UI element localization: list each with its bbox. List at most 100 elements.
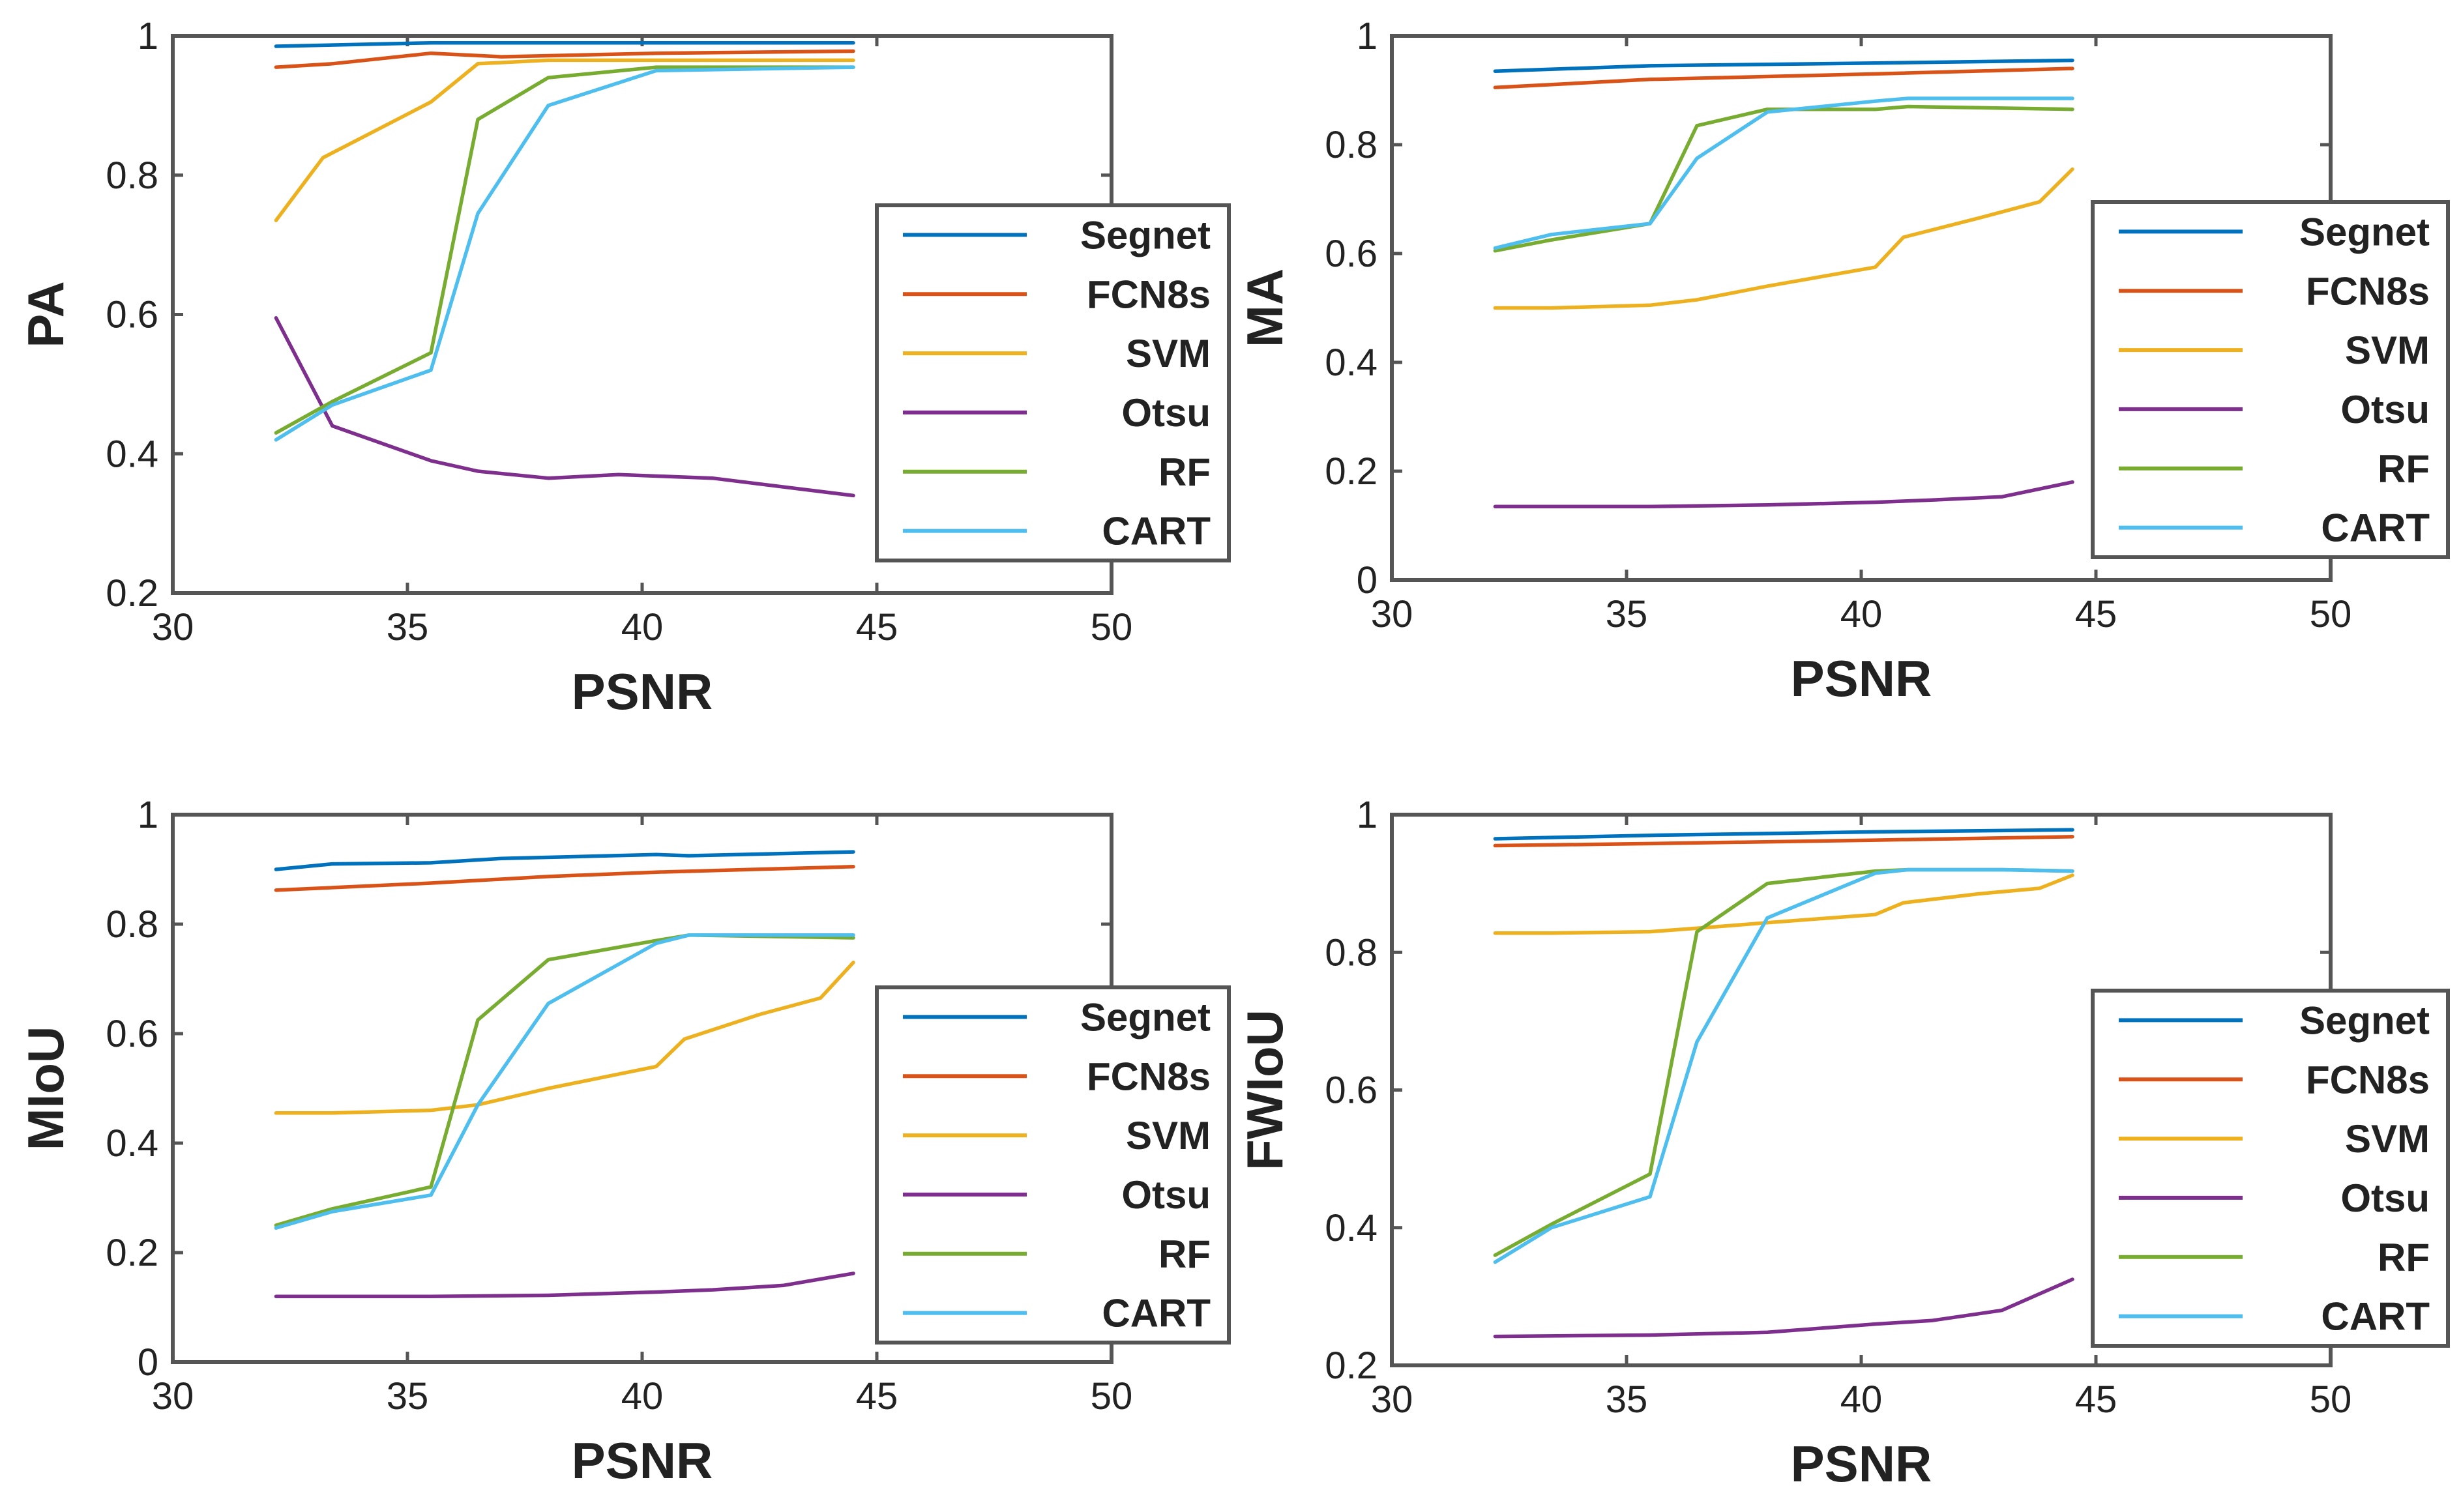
series-line-rf <box>1493 104 2074 253</box>
legend-label-cart: CART <box>1102 1292 1211 1335</box>
x-tick-label: 30 <box>152 1375 194 1418</box>
y-tick-label: 0 <box>1357 559 1378 602</box>
x-tick-label: 35 <box>387 1375 429 1418</box>
y-tick-label: 0.4 <box>1325 1207 1378 1249</box>
x-tick-label: 35 <box>1606 1378 1648 1421</box>
legend: Segnet FCN8s SVM Otsu RF CART <box>2091 200 2450 559</box>
x-tick-label: 40 <box>1840 1378 1883 1421</box>
y-axis-label: MIoU <box>17 1026 74 1151</box>
series-line-rf <box>274 933 855 1227</box>
series-line-svm <box>1493 167 2074 310</box>
x-tick-label: 45 <box>856 606 898 648</box>
series-line-fcn8s <box>274 865 855 892</box>
x-tick-label: 50 <box>1091 606 1133 648</box>
legend-label-fcn8s: FCN8s <box>2306 1058 2430 1101</box>
series-line-svm <box>274 961 855 1115</box>
x-tick-label: 30 <box>1371 593 1413 635</box>
y-tick-label: 0.8 <box>106 903 158 946</box>
y-axis-label: MA <box>1236 269 1293 347</box>
legend-label-svm: SVM <box>1126 1114 1211 1157</box>
x-tick-label: 50 <box>2310 1378 2352 1421</box>
series-line-segnet <box>1493 58 2074 74</box>
legend-box <box>875 203 1231 562</box>
legend-label-rf: RF <box>1158 450 1211 494</box>
series-line-segnet <box>1493 828 2074 841</box>
series-line-cart <box>274 933 855 1230</box>
legend-label-fcn8s: FCN8s <box>1087 1054 1211 1098</box>
legend-label-rf: RF <box>2378 1236 2430 1279</box>
series-line-otsu <box>1493 480 2074 509</box>
legend-label-cart: CART <box>2321 1295 2430 1339</box>
x-tick-label: 45 <box>2075 593 2117 635</box>
y-tick-label: 0.8 <box>106 154 158 197</box>
legend-label-otsu: Otsu <box>2340 388 2430 431</box>
legend-label-fcn8s: FCN8s <box>2306 269 2430 313</box>
series-line-svm <box>1493 873 2074 935</box>
series-line-cart <box>1493 867 2074 1264</box>
legend-label-segnet: Segnet <box>1080 213 1211 257</box>
series-line-fcn8s <box>274 49 855 69</box>
legend-label-cart: CART <box>1102 510 1211 553</box>
y-tick-label: 1 <box>1357 15 1378 57</box>
series-line-otsu <box>274 1272 855 1298</box>
legend-label-svm: SVM <box>2345 328 2430 372</box>
legend-label-otsu: Otsu <box>1121 391 1211 435</box>
y-tick-label: 0.2 <box>106 1232 158 1274</box>
x-tick-label: 40 <box>1840 593 1883 635</box>
legend-label-rf: RF <box>2378 447 2430 491</box>
subplot-fwiou: 30 35 40 45 50 0.2 0.4 0.6 0.8 1 PSNR FWIoU Segnet FC… <box>1236 794 2450 1492</box>
series-line-segnet <box>274 850 855 871</box>
series-line-segnet <box>274 40 855 48</box>
legend-box <box>2091 200 2450 559</box>
x-tick-label: 50 <box>1091 1375 1133 1418</box>
legend-label-segnet: Segnet <box>2299 998 2430 1042</box>
legend: Segnet FCN8s SVM Otsu RF CART <box>875 985 1231 1345</box>
series-line-svm <box>274 58 855 222</box>
legend-box <box>875 985 1231 1345</box>
y-tick-label: 0.8 <box>1325 931 1378 974</box>
series-line-cart <box>1493 96 2074 250</box>
y-axis-label: FWIoU <box>1236 1010 1293 1170</box>
y-tick-label: 1 <box>1357 794 1378 836</box>
y-tick-label: 0.6 <box>1325 1069 1378 1112</box>
subplot-ma: 30 35 40 45 50 0 0.2 0.4 0.6 0.8 1 PSNR MA Segnet FCN8… <box>1236 15 2450 707</box>
x-tick-label: 35 <box>387 606 429 648</box>
y-tick-label: 0.4 <box>1325 342 1378 384</box>
series-line-otsu <box>274 316 855 498</box>
y-tick-label: 0.6 <box>106 294 158 336</box>
x-axis-label: PSNR <box>1791 650 1932 707</box>
legend-label-otsu: Otsu <box>2340 1176 2430 1220</box>
x-tick-label: 40 <box>621 1375 664 1418</box>
y-tick-label: 0.6 <box>1325 233 1378 275</box>
legend-label-segnet: Segnet <box>1080 995 1211 1039</box>
legend-label-segnet: Segnet <box>2299 210 2430 254</box>
legend-label-otsu: Otsu <box>1121 1173 1211 1217</box>
legend: Segnet FCN8s SVM Otsu RF CART <box>2091 989 2450 1348</box>
y-tick-label: 0.2 <box>1325 1345 1378 1387</box>
y-tick-label: 0.4 <box>106 433 158 475</box>
y-tick-label: 1 <box>138 794 158 836</box>
legend-label-fcn8s: FCN8s <box>1087 272 1211 316</box>
subplot-miou: 30 35 40 45 50 0 0.2 0.4 0.6 0.8 1 PSNR MIoU Segnet FC… <box>17 794 1231 1489</box>
y-tick-label: 0 <box>138 1341 158 1384</box>
x-tick-label: 30 <box>1371 1378 1413 1421</box>
series-line-cart <box>274 65 855 442</box>
x-tick-label: 45 <box>2075 1378 2117 1421</box>
y-tick-label: 0.4 <box>106 1122 158 1165</box>
y-tick-label: 0.6 <box>106 1013 158 1055</box>
legend: Segnet FCN8s SVM Otsu RF CART <box>875 203 1231 562</box>
series-line-otsu <box>1493 1277 2074 1339</box>
x-tick-label: 35 <box>1606 593 1648 635</box>
legend-box <box>2091 989 2450 1348</box>
y-tick-label: 0.2 <box>106 572 158 615</box>
x-axis-label: PSNR <box>1791 1435 1932 1492</box>
x-axis-label: PSNR <box>572 1432 713 1489</box>
x-axis-label: PSNR <box>572 663 713 720</box>
legend-label-cart: CART <box>2321 506 2430 550</box>
x-tick-label: 30 <box>152 606 194 648</box>
x-tick-label: 45 <box>856 1375 898 1418</box>
y-axis-label: PA <box>17 281 74 348</box>
legend-label-svm: SVM <box>1126 332 1211 375</box>
series-line-rf <box>1493 867 2074 1257</box>
